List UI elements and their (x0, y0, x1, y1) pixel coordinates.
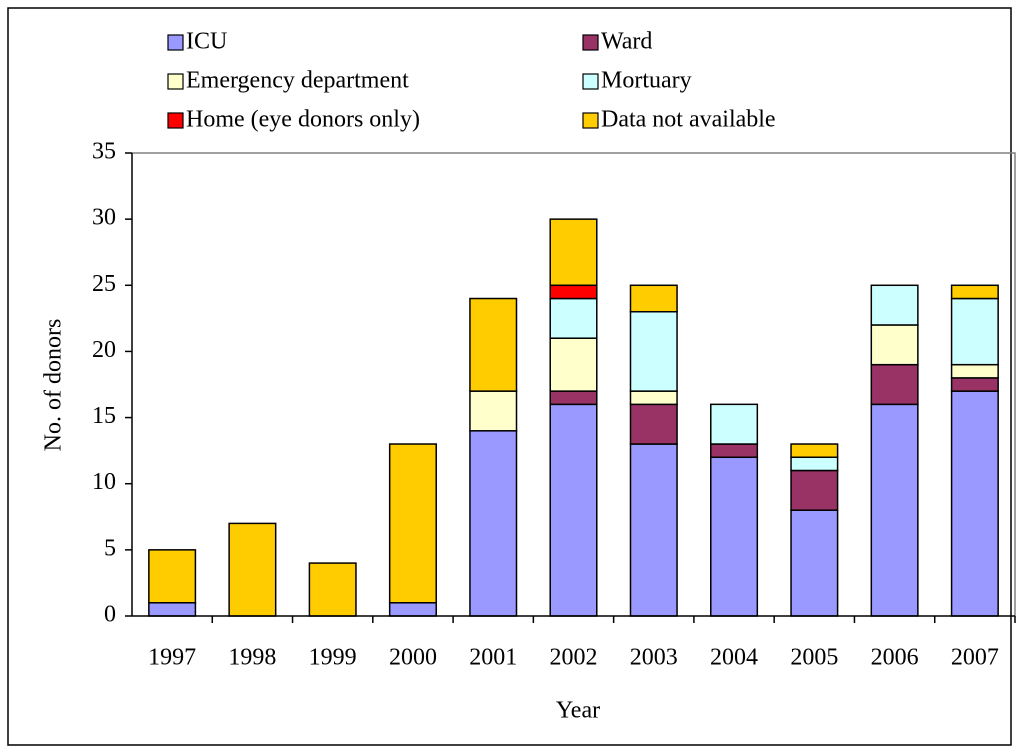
bar-segment (629, 284, 678, 313)
bar-segment (950, 390, 999, 617)
legend-swatch (582, 112, 599, 129)
y-tick-label: 0 (104, 602, 116, 628)
x-tick-label: 2006 (871, 645, 919, 671)
bar-segment (790, 456, 839, 472)
x-tick-label: 2003 (630, 645, 678, 671)
x-tick-label: 2005 (790, 645, 838, 671)
legend-label: ICU (186, 29, 227, 55)
bar-segment (790, 509, 839, 617)
bar-segment (388, 443, 437, 604)
legend-swatch (167, 34, 184, 51)
bar-segment (549, 297, 598, 339)
bar-segment (629, 403, 678, 445)
bar-segment (870, 363, 919, 406)
bar-segment (629, 390, 678, 406)
y-tick-label: 10 (92, 469, 116, 495)
x-tick-label: 2001 (469, 645, 517, 671)
x-tick-label: 1998 (228, 645, 276, 671)
bar-segment (469, 390, 518, 432)
legend-label: Ward (601, 29, 652, 55)
bar-segment (710, 443, 759, 459)
y-tick-label: 15 (92, 403, 116, 429)
x-axis-title: Year (556, 698, 600, 724)
x-tick-label: 2007 (951, 645, 999, 671)
bar-segment (950, 284, 999, 300)
bar-segment (469, 297, 518, 392)
bar-segment (549, 390, 598, 406)
bar-segment (388, 602, 437, 617)
bar-segment (950, 297, 999, 366)
legend-label: Mortuary (601, 68, 692, 94)
legend-swatch (167, 73, 184, 90)
bar-segment (148, 602, 197, 617)
bar-segment (950, 377, 999, 392)
legend-label: Data not available (601, 107, 776, 133)
x-tick-label: 2002 (550, 645, 598, 671)
bar-segment (549, 218, 598, 287)
x-tick-label: 1999 (309, 645, 357, 671)
plot-border (132, 152, 1016, 616)
bar-segment (710, 456, 759, 617)
bar-segment (950, 363, 999, 379)
x-tick-label: 1997 (148, 645, 196, 671)
bar-segment (549, 284, 598, 300)
y-tick-label: 5 (104, 535, 116, 561)
bar-segment (308, 562, 357, 617)
legend-swatch (167, 112, 184, 129)
y-tick-label: 30 (92, 205, 116, 231)
y-tick-label: 35 (92, 139, 116, 165)
bar-segment (549, 403, 598, 617)
bar-segment (870, 324, 919, 366)
legend-swatch (582, 73, 599, 90)
bar-segment (629, 443, 678, 617)
bar-segment (790, 469, 839, 511)
x-tick-label: 2004 (710, 645, 758, 671)
bar-segment (790, 443, 839, 459)
legend-label: Home (eye donors only) (186, 107, 420, 133)
y-tick-label: 20 (92, 337, 116, 363)
bar-segment (469, 430, 518, 617)
y-axis-title: No. of donors (41, 319, 67, 452)
legend-swatch (582, 34, 599, 51)
bar-segment (870, 284, 919, 326)
x-tick-label: 2000 (389, 645, 437, 671)
bar-segment (549, 337, 598, 392)
bar-segment (629, 310, 678, 392)
bar-segment (148, 549, 197, 604)
bar-segment (228, 522, 277, 617)
y-tick-label: 25 (92, 271, 116, 297)
bar-segment (710, 403, 759, 445)
bar-segment (870, 403, 919, 617)
legend-label: Emergency department (186, 68, 409, 94)
